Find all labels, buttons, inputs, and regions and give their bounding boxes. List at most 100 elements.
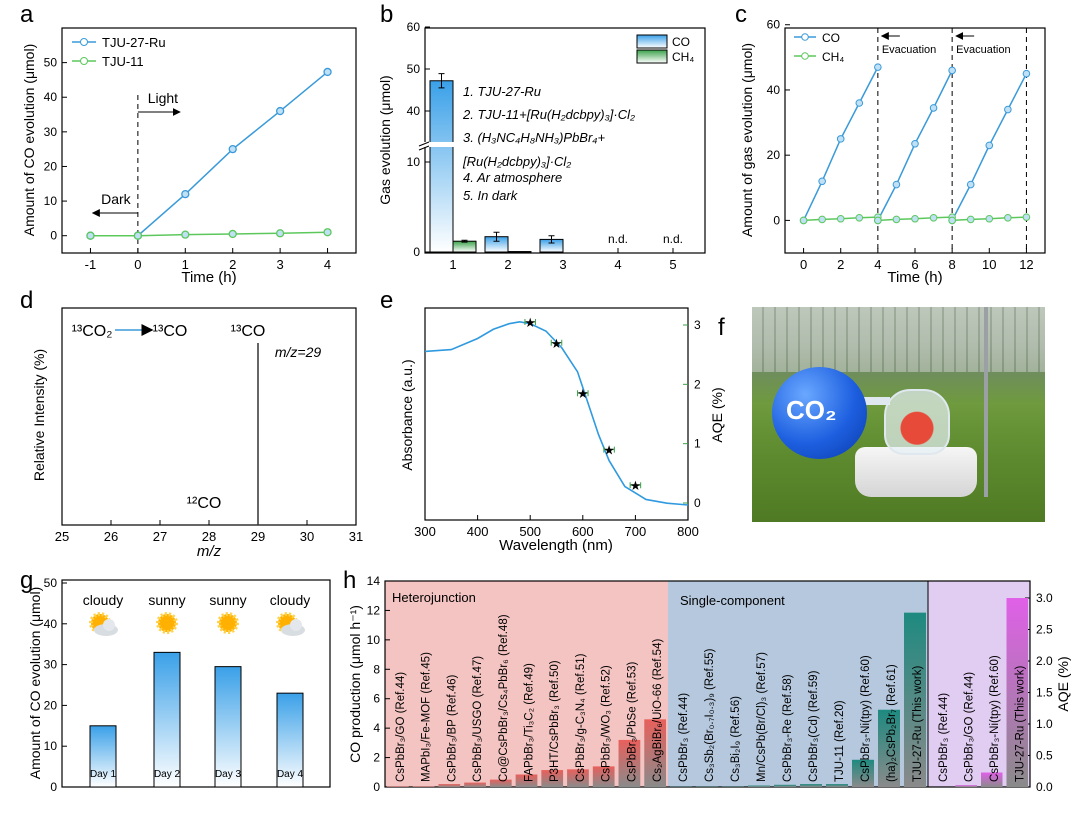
bar-label: Cs₃Bi₂I₉ (Ref.56) xyxy=(730,696,742,782)
x-tick-label: 8 xyxy=(949,257,956,272)
legend-label: CO xyxy=(672,35,690,49)
y-axis-label: AQE (%) xyxy=(709,387,725,442)
data-point xyxy=(836,135,845,143)
series-line-0 xyxy=(90,71,329,237)
y-tick-label: 40 xyxy=(44,617,58,631)
bar xyxy=(515,774,538,787)
bar xyxy=(89,725,117,788)
weather-label: sunny xyxy=(209,592,246,608)
data-point xyxy=(133,231,143,240)
error-bar xyxy=(438,73,445,89)
bar-label: CsPbBr₃-Ni(tpy) (Ref.60) xyxy=(989,655,1001,782)
x-tick-label: 0 xyxy=(800,257,807,272)
co2-label: ¹³CO₂ xyxy=(72,323,113,340)
y-tick-label: 0 xyxy=(50,229,57,243)
panel-e-frame xyxy=(424,307,689,521)
x-tick-label: 29 xyxy=(251,529,265,544)
panel-label: c xyxy=(735,1,747,28)
x-tick-label: Day 3 xyxy=(215,769,242,780)
sun-icon xyxy=(217,612,239,634)
panel-label: h xyxy=(343,567,356,594)
gas-tube xyxy=(864,397,890,405)
y-axis-label: Amount of CO evolution (μmol) xyxy=(27,587,43,779)
x-tick-label: 400 xyxy=(467,524,489,539)
y-tick-label: 0 xyxy=(373,780,380,794)
bar-label: CsPbBr₃/GO (Ref.44) xyxy=(963,672,975,782)
legend-marker xyxy=(801,52,809,60)
bar xyxy=(1006,598,1028,787)
y-tick-label: 40 xyxy=(44,90,58,104)
peak-co-label: ¹³CO xyxy=(231,323,266,340)
bar xyxy=(800,784,822,787)
data-point xyxy=(228,145,237,154)
data-point xyxy=(1022,69,1031,78)
x-tick-label: 500 xyxy=(519,524,541,539)
x-tick-label: 3 xyxy=(277,257,284,272)
data-point xyxy=(892,180,901,189)
data-point xyxy=(855,213,864,222)
bar-label: MAPbI₃/Fe-MOF (Ref.45) xyxy=(421,652,433,782)
data-point xyxy=(966,180,975,189)
data-point xyxy=(1004,105,1012,114)
panel-label: d xyxy=(20,287,33,314)
y-tick-label: 2.0 xyxy=(1036,654,1053,668)
panel-d-frame xyxy=(61,307,357,526)
y-tick-label: 2.5 xyxy=(1036,623,1053,637)
bar-label: Cs₃Sb₂(Br₀.₇I₀.₃)₉ (Ref.55) xyxy=(704,648,716,782)
y-tick-label: 0 xyxy=(413,245,420,259)
bar-co xyxy=(429,80,454,253)
y-tick-label: 8 xyxy=(373,662,380,676)
aqe-error-bar xyxy=(629,482,642,489)
data-point xyxy=(911,139,919,148)
x-tick-label: -1 xyxy=(85,257,97,272)
bar-label: CsPbBr₃ (Ref.44) xyxy=(678,693,690,782)
x-tick-label: 700 xyxy=(625,524,647,539)
y-tick-label: 0 xyxy=(694,496,701,510)
legend-swatch xyxy=(636,49,668,64)
y-tick-label: 2 xyxy=(373,751,380,765)
data-point xyxy=(948,66,956,75)
bar xyxy=(387,786,409,787)
bar-label: Cs₂AgBiBr₆/UiO-66 (Ref.54) xyxy=(652,639,664,782)
bar xyxy=(412,786,435,787)
y-tick-label: 1.5 xyxy=(1036,686,1053,700)
lab-stand xyxy=(984,307,988,497)
y-tick-label: 20 xyxy=(44,159,58,173)
y-axis-label: Amount of gas evolution (μmol) xyxy=(739,43,755,237)
bar xyxy=(438,784,461,787)
bar xyxy=(592,766,615,787)
error-bar xyxy=(461,239,468,243)
bar xyxy=(567,769,589,787)
bar-label: CsPbBr₃-Re (Ref.58) xyxy=(782,674,794,782)
c12-co-label: ¹²CO xyxy=(187,495,222,512)
y-axis-label: Amount of CO evolution (μmol) xyxy=(21,44,37,236)
data-point xyxy=(1004,213,1012,222)
bar-label: Co@CsPbBr₃/Cs₄PbBr₆ (Ref.48) xyxy=(498,614,510,782)
data-point xyxy=(874,216,882,225)
co-product-label: ¹³CO xyxy=(153,323,188,340)
aqe-error-bar xyxy=(524,319,536,326)
weather-label: cloudy xyxy=(270,592,310,608)
y-tick-label: 30 xyxy=(44,658,58,672)
legend-label: CH₄ xyxy=(822,50,844,64)
x-axis-label: Time (h) xyxy=(181,269,236,286)
sun-icon xyxy=(156,612,178,634)
bar-label: CsPbBr₃/USGO (Ref.47) xyxy=(472,656,484,782)
bar-label: TJU-27-Ru (This work) xyxy=(912,666,924,782)
legend-label: TJU-27-Ru xyxy=(102,35,166,50)
data-point xyxy=(874,63,882,71)
data-point xyxy=(181,230,190,239)
mz-label: m/z=29 xyxy=(275,344,322,360)
x-tick-label: 25 xyxy=(55,529,69,544)
data-point xyxy=(86,231,95,240)
bar-label: CsPbBr₃ (Ref.44) xyxy=(938,693,950,782)
x-tick-label: 800 xyxy=(677,524,699,539)
bar xyxy=(981,772,1003,787)
nd-label: n.d. xyxy=(663,232,683,246)
aqe-point: ★ xyxy=(630,478,642,493)
aqe-error-bar xyxy=(550,339,563,346)
co2-balloon: CO₂ xyxy=(772,367,867,459)
x-tick-label: Day 4 xyxy=(277,769,304,780)
axis-break-gap xyxy=(420,142,480,147)
y-tick-label: 40 xyxy=(767,83,781,97)
